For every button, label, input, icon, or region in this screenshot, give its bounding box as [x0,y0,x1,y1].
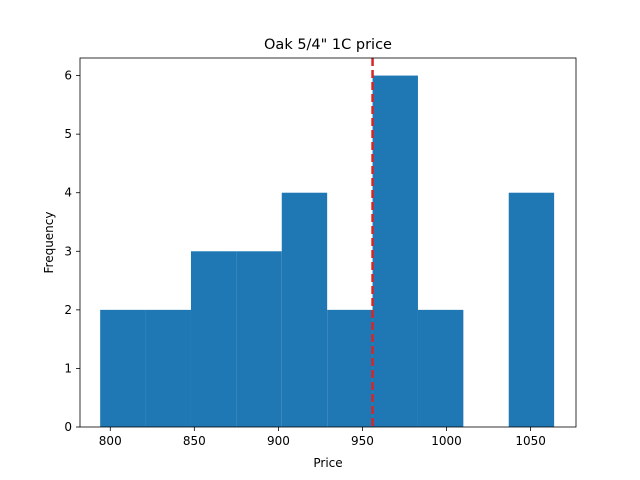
plot-frame [79,57,577,428]
histogram-bar-5 [281,192,328,427]
y-tick-label: 0 [64,420,72,434]
x-tick-label: 850 [183,434,206,448]
x-tick-label: 1000 [431,434,462,448]
histogram-bar-10 [508,192,555,427]
x-tick-label: 1050 [515,434,546,448]
y-tick-label: 2 [64,303,72,317]
y-tick-label: 4 [64,186,72,200]
histogram-bar-1 [100,309,146,427]
x-axis-ticks: 800 850 900 950 1000 1050 [99,427,546,448]
y-axis-ticks: 0 1 2 3 4 5 6 [64,69,80,434]
x-tick-label: 950 [351,434,374,448]
histogram-bar-6 [327,309,373,427]
y-tick-label: 3 [64,244,72,258]
x-tick-label: 800 [99,434,122,448]
histogram-bar-3 [190,251,237,427]
y-axis-label: Frequency [42,212,56,274]
x-tick-label: 900 [267,434,290,448]
histogram-bar-8 [417,309,464,427]
x-axis-label: Price [313,456,342,470]
y-tick-label: 5 [64,127,72,141]
histogram-bar-2 [145,309,191,427]
y-tick-label: 1 [64,361,72,375]
chart-title: Oak 5/4" 1C price [264,37,392,53]
y-tick-label: 6 [64,69,72,83]
histogram-bar-4 [236,251,282,427]
bars-group [100,75,555,428]
histogram-bar-7 [372,75,418,428]
